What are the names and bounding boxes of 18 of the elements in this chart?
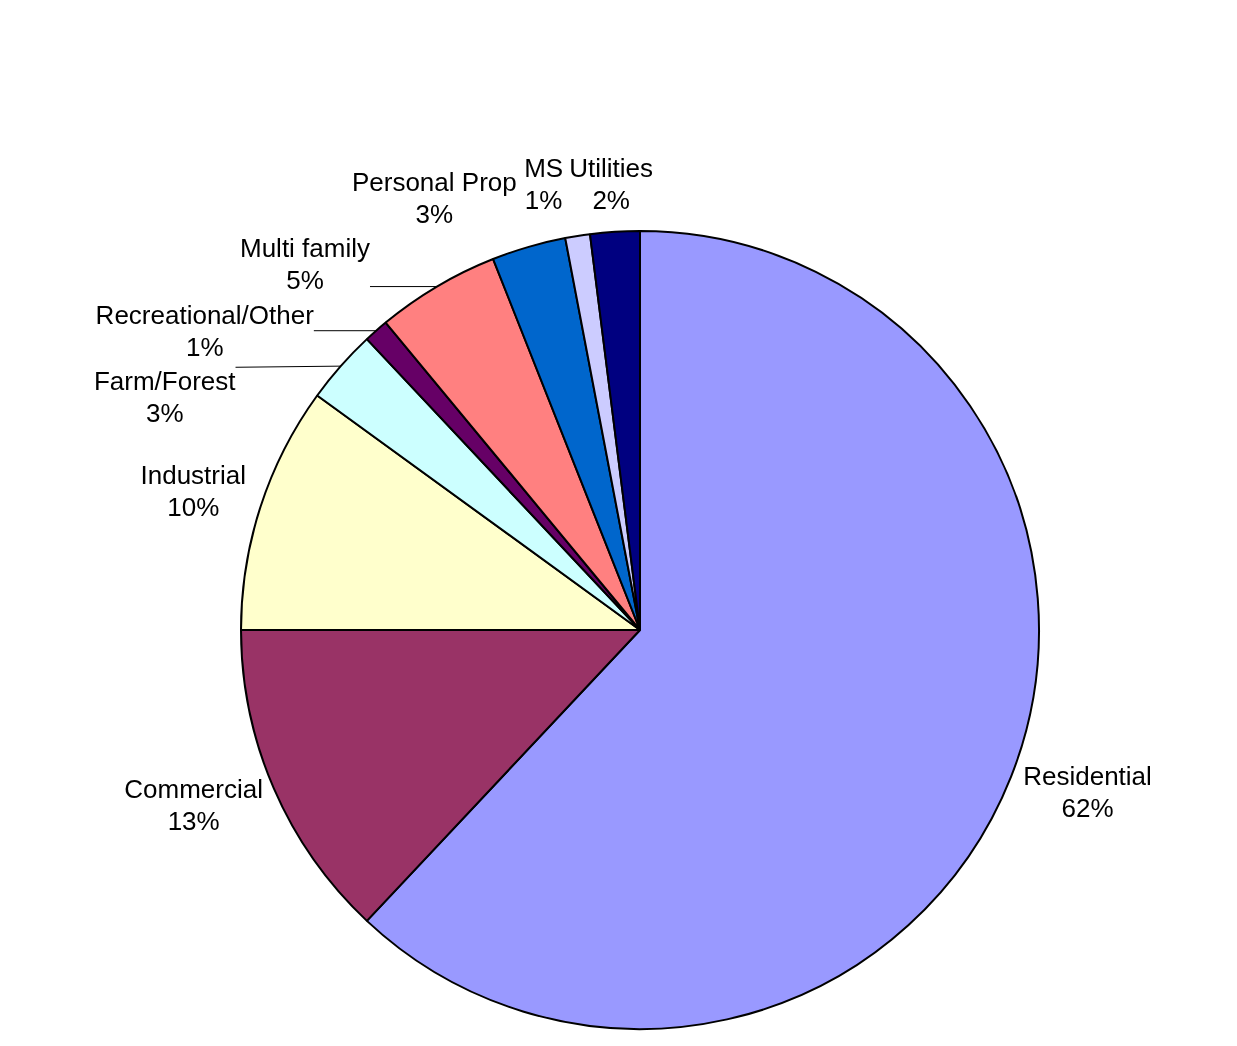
data-label: 5% — [286, 265, 324, 296]
data-label: 10% — [167, 491, 220, 522]
slice-label: Commercial — [124, 773, 263, 804]
data-label: 3% — [145, 398, 184, 429]
slice-label: Farm/Forest — [93, 366, 237, 397]
slice-label: Multi family — [239, 233, 370, 264]
slice-label: MS — [524, 152, 564, 183]
slice-label: Utilities — [569, 153, 654, 184]
slice-label: Industrial — [140, 459, 246, 490]
slice-label: Personal Prop — [351, 167, 517, 198]
slice-label: Residential — [1023, 760, 1152, 791]
data-label: 3% — [415, 199, 454, 230]
slice-label: Recreational/Other — [95, 300, 315, 331]
data-label: 13% — [167, 805, 220, 836]
data-label: 2% — [592, 185, 630, 216]
data-label: 62% — [1061, 792, 1114, 823]
data-label: 1% — [185, 332, 224, 363]
data-label: 1% — [524, 184, 563, 215]
